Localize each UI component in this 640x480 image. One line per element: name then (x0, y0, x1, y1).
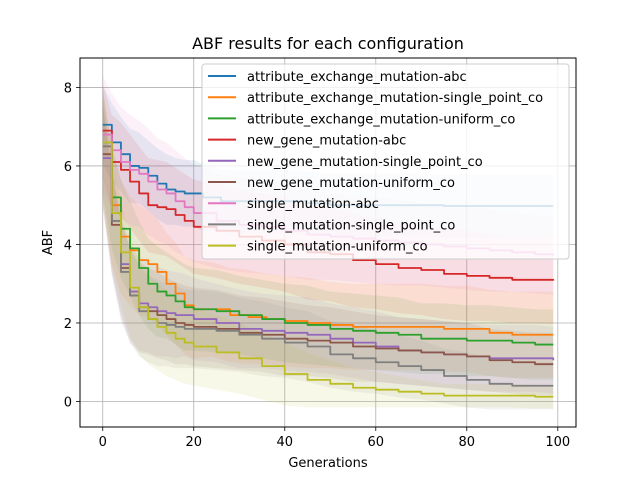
x-axis-ticks: 0 20 40 60 80 100 (99, 427, 570, 450)
y-axis-title: ABF (41, 230, 56, 255)
y-tick-label: 4 (64, 238, 72, 253)
legend-label-single-mutation-single-point-co: single_mutation-single_point_co (247, 218, 455, 233)
x-tick-label: 40 (276, 435, 293, 450)
band-attribute-exchange-mutation-single-point-co (102, 87, 554, 378)
legend-label-single-mutation-abc: single_mutation-abc (247, 197, 379, 212)
y-tick-label: 0 (64, 395, 72, 410)
x-tick-label: 0 (99, 435, 107, 450)
band-new-gene-mutation-abc (102, 83, 554, 324)
legend-label-single-mutation-uniform-co: single_mutation-uniform_co (247, 240, 428, 255)
legend-label-attribute-exchange-mutation-abc: attribute_exchange_mutation-abc (247, 70, 467, 85)
legend-box (201, 63, 570, 260)
series-line-single-mutation-uniform-co (102, 141, 554, 398)
x-tick-label: 100 (545, 435, 570, 450)
x-tick-label: 60 (368, 435, 385, 450)
x-tick-label: 20 (185, 435, 202, 450)
legend-label-new-gene-mutation-abc: new_gene_mutation-abc (247, 134, 406, 149)
band-single-mutation-single-point-co (102, 95, 554, 410)
legend-label-new-gene-mutation-uniform-co: new_gene_mutation-uniform_co (247, 176, 455, 191)
legend-label-attribute-exchange-mutation-uniform-co: attribute_exchange_mutation-uniform_co (247, 112, 515, 127)
legend: attribute_exchange_mutation-abc attribute… (201, 63, 570, 260)
y-tick-label: 8 (64, 81, 72, 96)
band-new-gene-mutation-single-point-co (102, 107, 554, 394)
plot-frame (79, 57, 577, 428)
series-line-single-mutation-single-point-co (102, 145, 554, 387)
y-tick-label: 6 (64, 160, 72, 175)
y-axis-ticks: 0 2 4 6 8 (64, 81, 80, 410)
x-tick-label: 80 (459, 435, 476, 450)
legend-label-attribute-exchange-mutation-single-point-co: attribute_exchange_mutation-single_point… (247, 91, 543, 106)
legend-label-new-gene-mutation-single-point-co: new_gene_mutation-single_point_co (247, 155, 483, 170)
x-axis-title: Generations (288, 456, 368, 471)
chart-title: ABF results for each configuration (192, 34, 464, 53)
band-attribute-exchange-mutation-uniform-co (102, 91, 554, 380)
y-tick-label: 2 (64, 317, 72, 332)
series-line-attribute-exchange-mutation-uniform-co (102, 141, 554, 346)
band-new-gene-mutation-uniform-co (102, 103, 554, 396)
